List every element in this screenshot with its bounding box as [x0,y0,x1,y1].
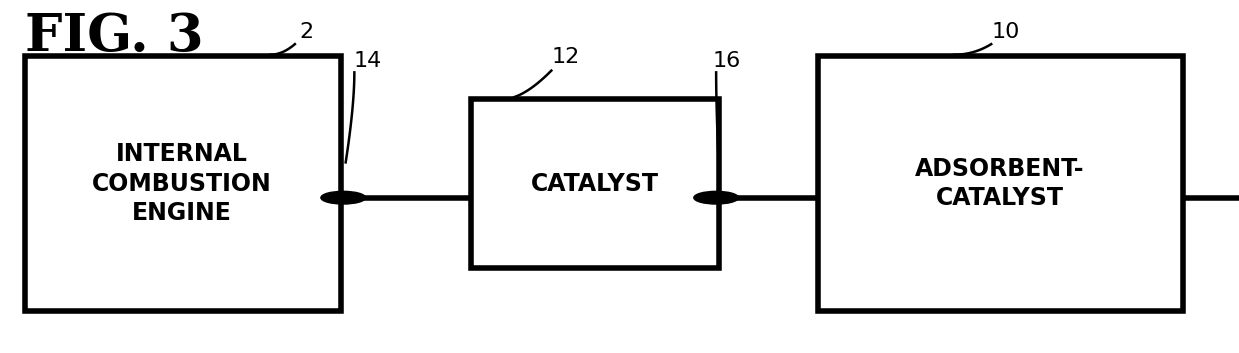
Text: 12: 12 [551,47,580,67]
Text: INTERNAL
COMBUSTION
ENGINE: INTERNAL COMBUSTION ENGINE [92,142,273,225]
Bar [471,99,719,268]
Text: FIG. 3: FIG. 3 [25,11,203,61]
Text: 14: 14 [353,50,382,71]
Bar [818,56,1183,311]
Text: 10: 10 [991,22,1020,42]
Text: ADSORBENT-
CATALYST: ADSORBENT- CATALYST [916,157,1084,210]
Text: 2: 2 [300,22,313,42]
Text: CATALYST: CATALYST [530,172,659,196]
Circle shape [694,191,738,204]
Text: 16: 16 [712,50,741,71]
Circle shape [321,191,366,204]
Bar [25,56,341,311]
